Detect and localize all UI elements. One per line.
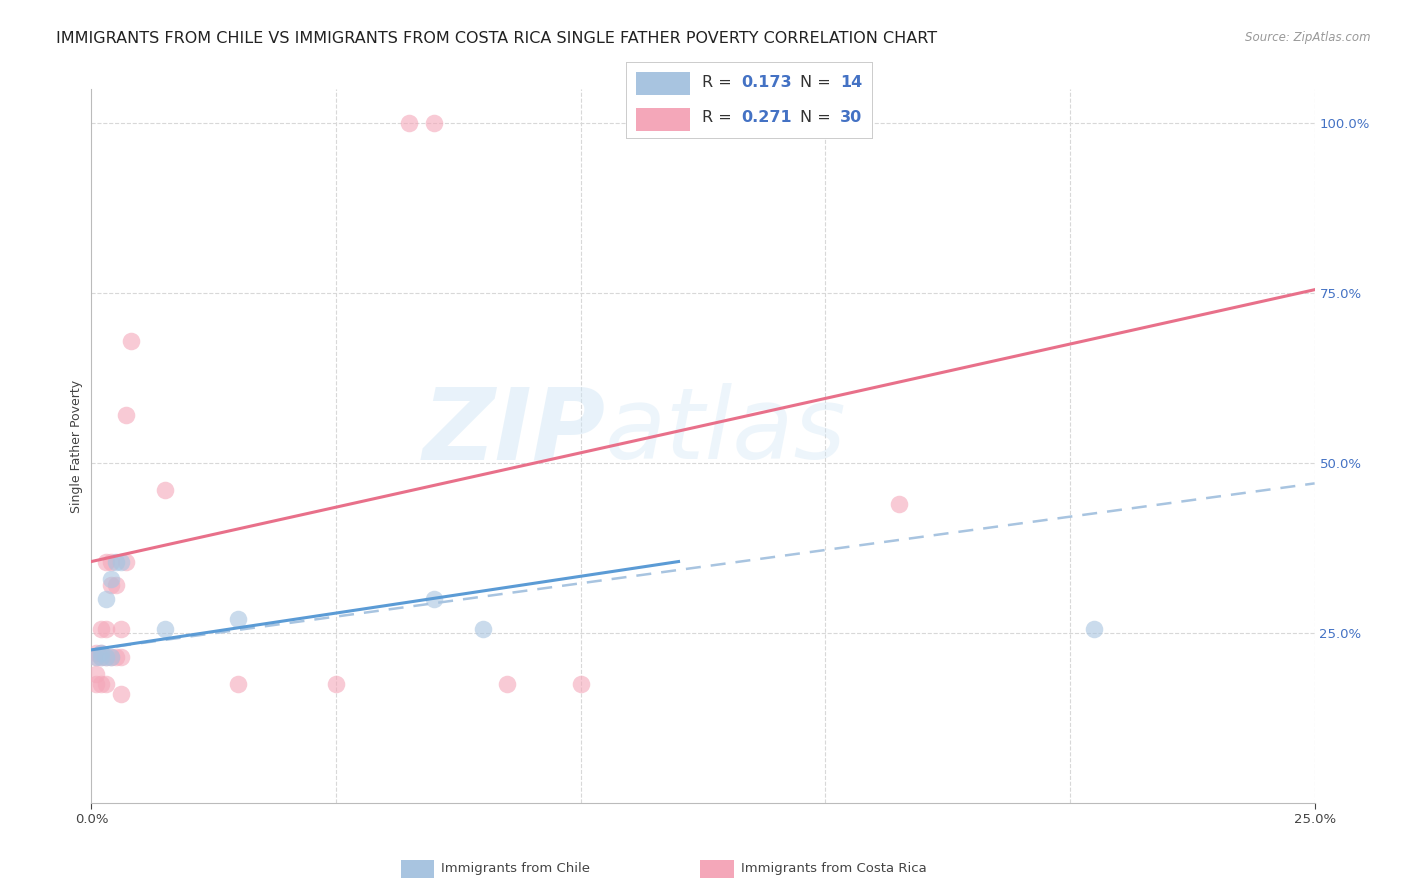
Point — [94, 677, 117, 691]
Point — [100, 649, 122, 664]
Point — [569, 677, 592, 691]
Point — [94, 649, 117, 664]
Point — [90, 649, 112, 664]
FancyBboxPatch shape — [636, 72, 690, 95]
Point — [887, 497, 910, 511]
Text: 0.173: 0.173 — [741, 76, 792, 90]
Point — [110, 623, 132, 637]
Text: 0.271: 0.271 — [741, 111, 792, 125]
Point — [94, 649, 117, 664]
Point — [100, 572, 122, 586]
Point — [120, 334, 142, 348]
Point — [423, 591, 446, 606]
Point — [471, 623, 494, 637]
Point — [325, 677, 347, 691]
Text: R =: R = — [702, 76, 737, 90]
Point — [110, 687, 132, 701]
Text: Immigrants from Costa Rica: Immigrants from Costa Rica — [741, 863, 927, 875]
Point — [153, 623, 176, 637]
Point — [398, 116, 420, 130]
Point — [94, 555, 117, 569]
Point — [104, 578, 127, 592]
Text: ZIP: ZIP — [422, 384, 605, 480]
Text: Immigrants from Chile: Immigrants from Chile — [441, 863, 591, 875]
Text: Source: ZipAtlas.com: Source: ZipAtlas.com — [1246, 31, 1371, 45]
Point — [104, 555, 127, 569]
Text: atlas: atlas — [605, 384, 846, 480]
Text: R =: R = — [702, 111, 737, 125]
Point — [84, 649, 107, 664]
Point — [90, 623, 112, 637]
Point — [423, 116, 446, 130]
Text: 30: 30 — [839, 111, 862, 125]
Point — [84, 677, 107, 691]
Point — [1083, 623, 1105, 637]
Point — [100, 649, 122, 664]
Text: N =: N = — [800, 111, 837, 125]
Point — [114, 555, 136, 569]
Point — [100, 578, 122, 592]
Point — [84, 649, 107, 664]
Point — [90, 677, 112, 691]
Point — [90, 649, 112, 664]
FancyBboxPatch shape — [636, 108, 690, 130]
Point — [90, 646, 112, 660]
Y-axis label: Single Father Poverty: Single Father Poverty — [70, 379, 83, 513]
Point — [110, 649, 132, 664]
Point — [94, 623, 117, 637]
Point — [90, 646, 112, 660]
Text: IMMIGRANTS FROM CHILE VS IMMIGRANTS FROM COSTA RICA SINGLE FATHER POVERTY CORREL: IMMIGRANTS FROM CHILE VS IMMIGRANTS FROM… — [56, 31, 938, 46]
Point — [153, 483, 176, 498]
Text: N =: N = — [800, 76, 837, 90]
Point — [226, 677, 249, 691]
Point — [100, 555, 122, 569]
Point — [114, 409, 136, 423]
Point — [496, 677, 519, 691]
Point — [94, 591, 117, 606]
Point — [84, 646, 107, 660]
Point — [104, 649, 127, 664]
Text: 14: 14 — [839, 76, 862, 90]
Point — [84, 666, 107, 681]
Point — [226, 612, 249, 626]
Point — [110, 555, 132, 569]
